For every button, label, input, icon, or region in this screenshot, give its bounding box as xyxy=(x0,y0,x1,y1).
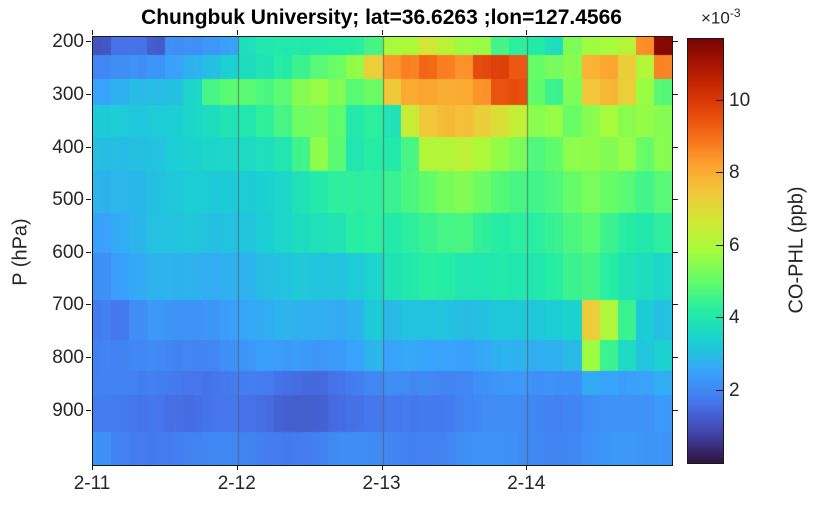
y-axis-tick xyxy=(86,93,91,95)
colorbar-tick-label: 10 xyxy=(729,90,751,111)
x-tick-label: 2-11 xyxy=(73,473,111,494)
x-axis-tick-top xyxy=(381,30,383,35)
y-axis-tick-right xyxy=(673,409,678,411)
x-axis-tick xyxy=(236,465,238,470)
y-axis-tick-right xyxy=(673,199,678,201)
plot-title: Chungbuk University; lat=36.6263 ;lon=12… xyxy=(141,6,622,29)
y-axis-tick xyxy=(86,357,91,359)
y-tick-label: 900 xyxy=(52,399,84,421)
colorbar-canvas xyxy=(688,39,723,463)
y-axis-tick-right xyxy=(673,251,678,253)
y-tick-label: 200 xyxy=(52,31,84,53)
y-axis-tick-right xyxy=(673,357,678,359)
x-axis-tick-top xyxy=(526,30,528,35)
colorbar-tick-label: 8 xyxy=(729,162,740,183)
y-axis-tick xyxy=(86,41,91,43)
y-axis-tick-right xyxy=(673,41,678,43)
colorbar-label: CO-PHL (ppb) xyxy=(785,186,808,314)
heatmap-canvas xyxy=(93,37,672,465)
colorbar-tick-label: 6 xyxy=(729,235,740,256)
y-axis-tick xyxy=(86,409,91,411)
colorbar-multiplier-exponent: -3 xyxy=(729,6,741,20)
x-axis-tick xyxy=(526,465,528,470)
y-axis-tick xyxy=(86,146,91,148)
y-axis-tick-right xyxy=(673,304,678,306)
colorbar-tick xyxy=(716,172,723,173)
colorbar-multiplier: ×10-3 xyxy=(701,6,741,29)
colorbar-tick xyxy=(716,100,723,101)
plot-area xyxy=(92,36,673,466)
y-tick-label: 300 xyxy=(52,83,84,105)
colorbar-multiplier-base: ×10 xyxy=(701,8,730,28)
y-axis-tick-right xyxy=(673,93,678,95)
y-tick-label: 700 xyxy=(52,294,84,316)
x-tick-label: 2-13 xyxy=(362,473,401,494)
y-tick-label: 600 xyxy=(52,241,84,263)
x-axis-tick xyxy=(381,465,383,470)
x-axis-tick-top xyxy=(92,30,93,35)
x-tick-label: 2-12 xyxy=(217,473,256,494)
y-axis-tick xyxy=(86,304,91,306)
y-axis-tick-right xyxy=(673,146,678,148)
colorbar-tick xyxy=(716,390,723,391)
y-axis-tick xyxy=(86,251,91,253)
y-tick-label: 800 xyxy=(52,347,84,369)
colorbar-tick-label: 4 xyxy=(729,307,740,328)
y-tick-label: 500 xyxy=(52,189,84,211)
x-axis-tick xyxy=(92,465,93,470)
x-tick-label: 2-14 xyxy=(507,473,546,494)
colorbar-tick xyxy=(716,245,723,246)
x-axis-tick-top xyxy=(236,30,238,35)
colorbar-tick xyxy=(716,317,723,318)
colorbar xyxy=(687,38,724,464)
colorbar-tick-label: 2 xyxy=(729,380,740,401)
y-tick-label: 400 xyxy=(52,136,84,158)
y-axis-tick xyxy=(86,199,91,201)
